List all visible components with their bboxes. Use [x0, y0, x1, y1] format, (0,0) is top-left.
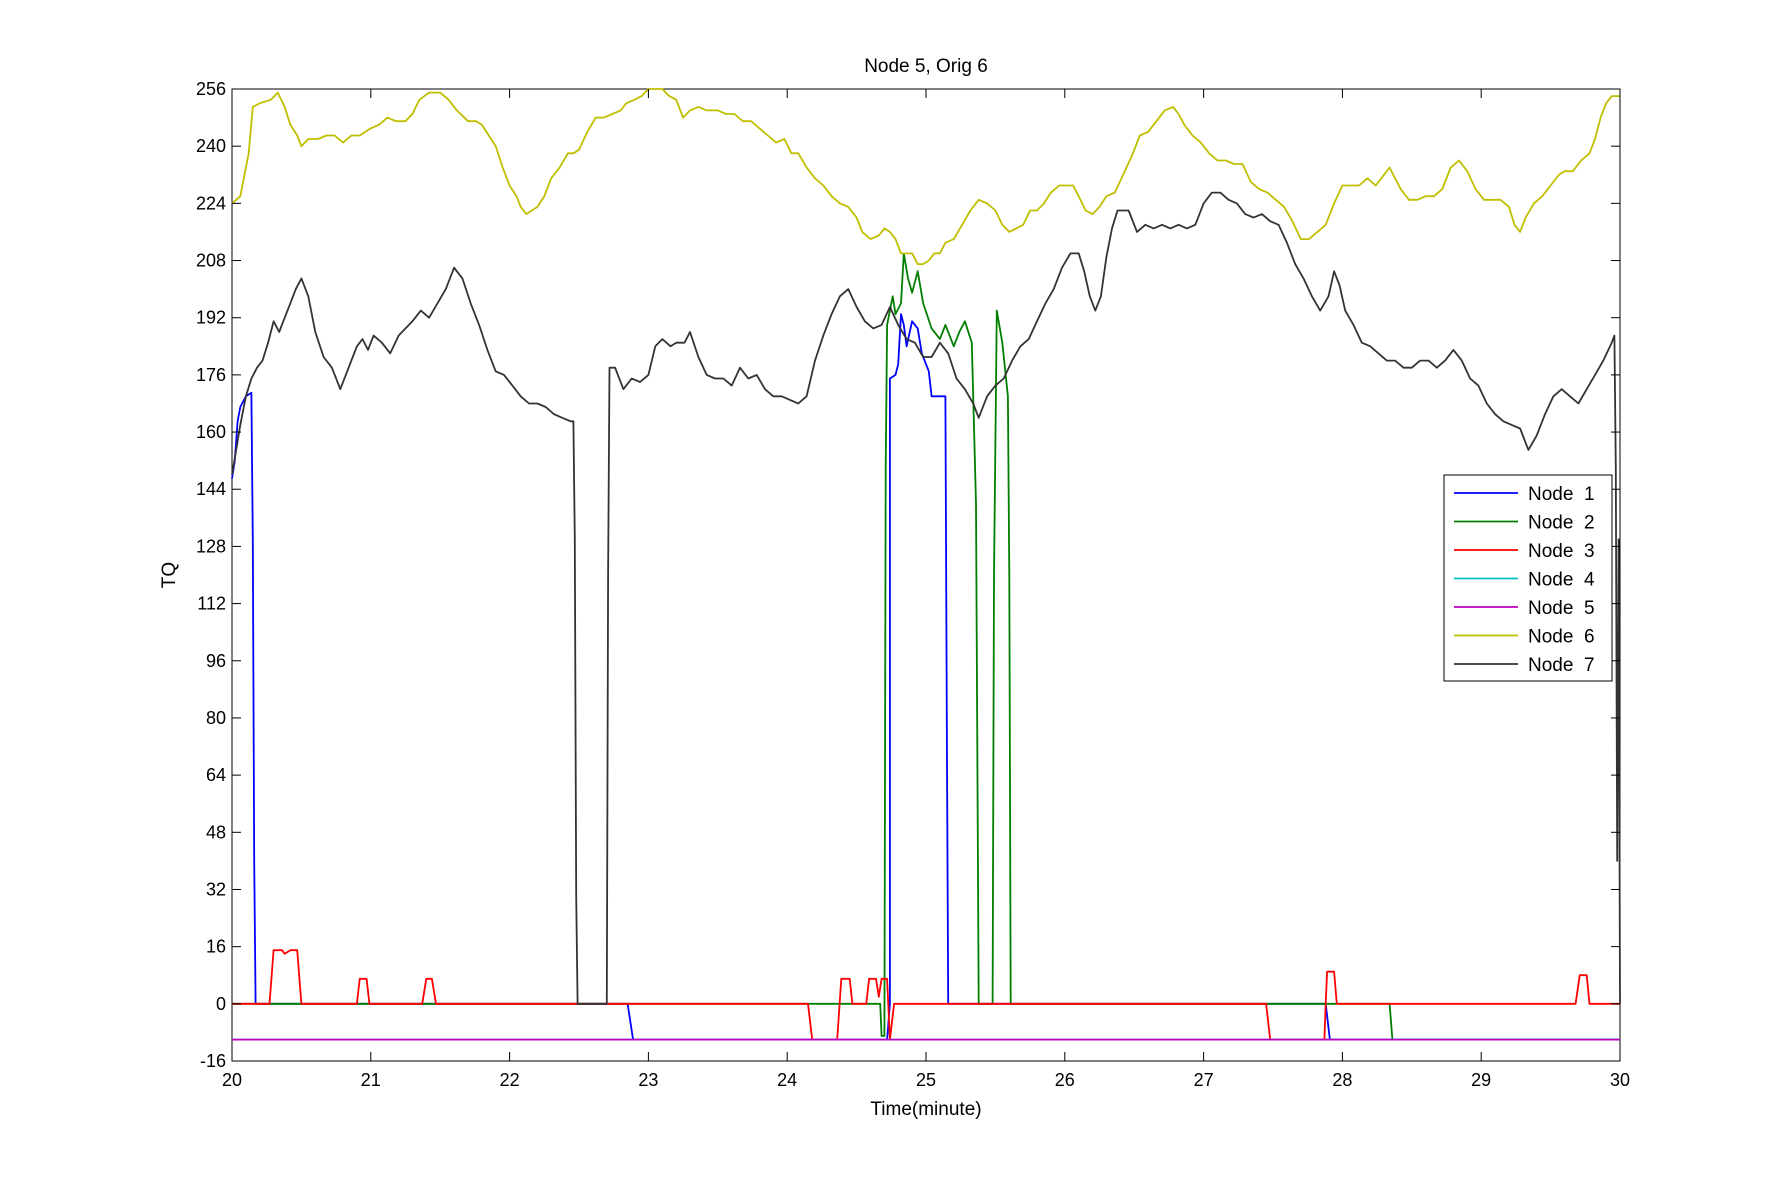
y-tick-label: 96 — [206, 651, 226, 671]
y-tick-label: -16 — [200, 1051, 226, 1071]
legend-entry-label: Node 5 — [1528, 598, 1595, 619]
x-tick-label: 30 — [1610, 1070, 1630, 1090]
series-layer — [231, 88, 1621, 1041]
x-tick-label: 25 — [916, 1070, 936, 1090]
y-tick-label: 144 — [196, 479, 226, 499]
series-line-node-7 — [231, 191, 1621, 1005]
y-tick-label: 0 — [216, 994, 226, 1014]
legend: Node 1 Node 2 Node 3 Node 4 Node 5 Node 6 Node… — [1443, 474, 1613, 682]
y-tick-label: 240 — [196, 136, 226, 156]
y-tick-label: 128 — [196, 536, 226, 556]
x-tick-label: 28 — [1332, 1070, 1352, 1090]
x-tick-label: 21 — [361, 1070, 381, 1090]
x-tick-label: 24 — [777, 1070, 797, 1090]
chart-title: Node 5, Orig 6 — [864, 56, 988, 77]
series-line-node-2 — [232, 252, 1620, 1041]
series-line-node-3 — [232, 949, 1620, 1041]
x-tick-label: 23 — [638, 1070, 658, 1090]
legend-entry-label: Node 4 — [1528, 570, 1595, 591]
series-line-node-1 — [231, 313, 1620, 1041]
x-axis-label: Time(minute) — [870, 1099, 981, 1120]
x-tick-label: 22 — [500, 1070, 520, 1090]
y-tick-label: 192 — [196, 308, 226, 328]
legend-entry-label: Node 2 — [1528, 513, 1595, 534]
y-tick-label: 224 — [196, 193, 226, 213]
y-axis-label: TQ — [159, 562, 180, 588]
x-tick-label: 26 — [1055, 1070, 1075, 1090]
x-tick-label: 27 — [1194, 1070, 1214, 1090]
axes-layer: 20 21 22 23 24 25 26 27 28 29 30 -16 0 16 32 48 64 80 96 11… — [196, 79, 1630, 1090]
y-tick-label: 176 — [196, 365, 226, 385]
y-tick-label: 80 — [206, 708, 226, 728]
y-tick-label: 160 — [196, 422, 226, 442]
legend-entry-label: Node 3 — [1528, 541, 1595, 562]
legend-entry-label: Node 1 — [1528, 484, 1595, 505]
y-tick-label: 48 — [206, 822, 226, 842]
y-tick-label: 32 — [206, 879, 226, 899]
y-tick-label: 208 — [196, 251, 226, 271]
legend-entry-label: Node 7 — [1528, 655, 1595, 676]
series-line-node-6 — [231, 88, 1620, 265]
plot-area — [231, 88, 1621, 1062]
x-tick-label: 20 — [222, 1070, 242, 1090]
y-tick-label: 64 — [206, 765, 226, 785]
y-tick-label: 256 — [196, 79, 226, 99]
y-tick-label: 16 — [206, 937, 226, 957]
x-tick-label: 29 — [1471, 1070, 1491, 1090]
legend-entry-label: Node 6 — [1528, 627, 1595, 648]
y-tick-label: 112 — [197, 594, 226, 614]
